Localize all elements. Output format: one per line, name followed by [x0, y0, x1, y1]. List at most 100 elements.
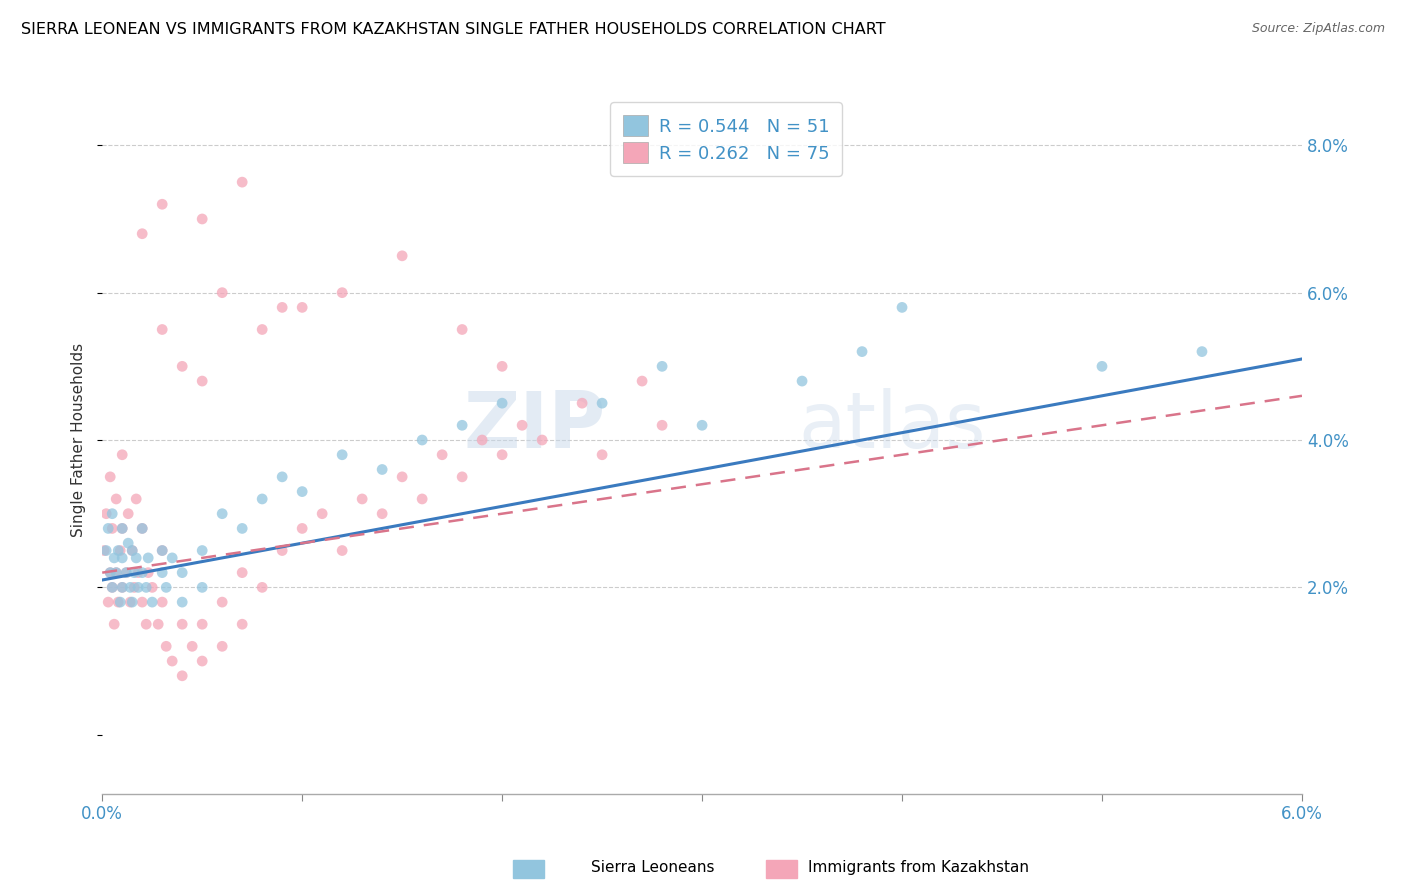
Point	[122, 580, 145, 594]
Point	[101, 521, 124, 535]
Point	[141, 580, 163, 594]
Point	[571, 396, 593, 410]
Point	[211, 640, 233, 654]
Point	[591, 396, 613, 410]
Point	[98, 566, 121, 580]
Point	[111, 521, 134, 535]
Point	[352, 491, 374, 506]
Point	[160, 654, 183, 668]
Point	[150, 197, 173, 211]
Text: atlas: atlas	[799, 388, 986, 464]
Point	[291, 521, 314, 535]
Point	[250, 322, 273, 336]
Point	[105, 566, 128, 580]
Point	[111, 521, 134, 535]
Point	[105, 491, 128, 506]
Point	[172, 669, 194, 683]
Point	[120, 595, 142, 609]
Point	[330, 448, 353, 462]
Point	[115, 566, 138, 580]
Point	[131, 595, 153, 609]
Point	[591, 448, 613, 462]
Point	[150, 322, 173, 336]
Point	[115, 566, 138, 580]
Point	[790, 374, 813, 388]
Point	[97, 521, 120, 535]
Point	[96, 507, 118, 521]
Point	[391, 249, 413, 263]
Point	[108, 543, 131, 558]
Point	[631, 374, 654, 388]
Point	[131, 566, 153, 580]
Point	[136, 550, 159, 565]
Text: SIERRA LEONEAN VS IMMIGRANTS FROM KAZAKHSTAN SINGLE FATHER HOUSEHOLDS CORRELATIO: SIERRA LEONEAN VS IMMIGRANTS FROM KAZAKH…	[21, 22, 886, 37]
Text: Sierra Leoneans: Sierra Leoneans	[591, 860, 714, 874]
Point	[111, 448, 134, 462]
Point	[181, 640, 204, 654]
Point	[271, 470, 294, 484]
Point	[891, 301, 914, 315]
Point	[135, 617, 157, 632]
Point	[111, 580, 134, 594]
Point	[131, 227, 153, 241]
Point	[211, 507, 233, 521]
Point	[411, 491, 433, 506]
Text: ZIP: ZIP	[464, 388, 606, 464]
Point	[1191, 344, 1213, 359]
Point	[107, 543, 129, 558]
Point	[231, 175, 253, 189]
Point	[101, 580, 124, 594]
Point	[101, 580, 124, 594]
Point	[121, 543, 143, 558]
Point	[117, 507, 139, 521]
Point	[451, 470, 474, 484]
Point	[136, 566, 159, 580]
Point	[371, 462, 394, 476]
Point	[150, 543, 173, 558]
Point	[155, 640, 177, 654]
Point	[651, 359, 673, 374]
Point	[98, 470, 121, 484]
Point	[231, 521, 253, 535]
Point	[391, 470, 413, 484]
Point	[125, 550, 148, 565]
Point	[150, 566, 173, 580]
Point	[122, 566, 145, 580]
Point	[131, 521, 153, 535]
Point	[451, 322, 474, 336]
Point	[851, 344, 873, 359]
Point	[131, 521, 153, 535]
Point	[411, 433, 433, 447]
Point	[150, 595, 173, 609]
Point	[150, 543, 173, 558]
Point	[191, 617, 214, 632]
Point	[531, 433, 554, 447]
Point	[155, 580, 177, 594]
Point	[160, 550, 183, 565]
Text: Immigrants from Kazakhstan: Immigrants from Kazakhstan	[808, 860, 1029, 874]
Point	[491, 359, 513, 374]
Point	[121, 543, 143, 558]
Point	[291, 484, 314, 499]
Point	[191, 580, 214, 594]
Point	[451, 418, 474, 433]
Point	[231, 617, 253, 632]
Point	[105, 566, 128, 580]
Point	[311, 507, 333, 521]
Point	[371, 507, 394, 521]
Point	[271, 543, 294, 558]
Point	[250, 491, 273, 506]
Point	[330, 543, 353, 558]
Point	[191, 543, 214, 558]
Point	[430, 448, 453, 462]
Text: Source: ZipAtlas.com: Source: ZipAtlas.com	[1251, 22, 1385, 36]
Point	[107, 595, 129, 609]
Point	[191, 654, 214, 668]
Point	[93, 543, 115, 558]
Point	[127, 566, 149, 580]
Point	[1091, 359, 1114, 374]
Point	[141, 595, 163, 609]
Point	[97, 595, 120, 609]
Point	[231, 566, 253, 580]
Legend: R = 0.544   N = 51, R = 0.262   N = 75: R = 0.544 N = 51, R = 0.262 N = 75	[610, 103, 842, 176]
